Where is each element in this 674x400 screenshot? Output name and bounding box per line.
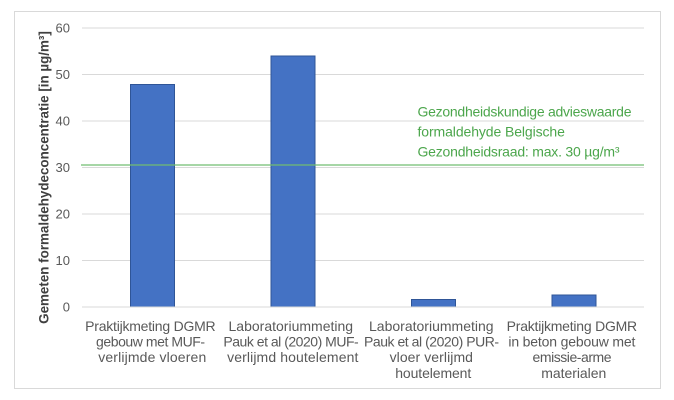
svg-text:Praktijkmeting DGMR in b: Praktijkmeting DGMR in beton gebouw met … xyxy=(507,318,641,381)
svg-text:0: 0 xyxy=(63,300,70,315)
svg-text:Gezondheidsraad: max. 30 µg/m³: Gezondheidsraad: max. 30 µg/m³ xyxy=(418,144,620,160)
svg-text:20: 20 xyxy=(56,207,70,222)
svg-text:40: 40 xyxy=(56,114,70,129)
svg-text:Gemeten formaldehydeconcentrat: Gemeten formaldehydeconcentratie [in µg/… xyxy=(37,31,52,324)
svg-text:Gezondheidskundige advieswaard: Gezondheidskundige advieswaarde xyxy=(418,104,632,120)
svg-text:formaldehyde Belgische: formaldehyde Belgische xyxy=(418,124,566,140)
svg-text:Praktijkmeting DGMR gebo: Praktijkmeting DGMR gebouw met MUF- verl… xyxy=(85,318,219,365)
svg-text:30: 30 xyxy=(56,160,70,175)
svg-text:60: 60 xyxy=(56,21,70,36)
svg-text:Laboratoriummeting Pauk: Laboratoriummeting Pauk et al (2020) MUF… xyxy=(223,318,362,365)
svg-text:50: 50 xyxy=(56,67,70,82)
svg-text:10: 10 xyxy=(56,253,70,268)
svg-text:Laboratoriummeting Pauk: Laboratoriummeting Pauk et al (2020) PUR… xyxy=(364,318,503,381)
